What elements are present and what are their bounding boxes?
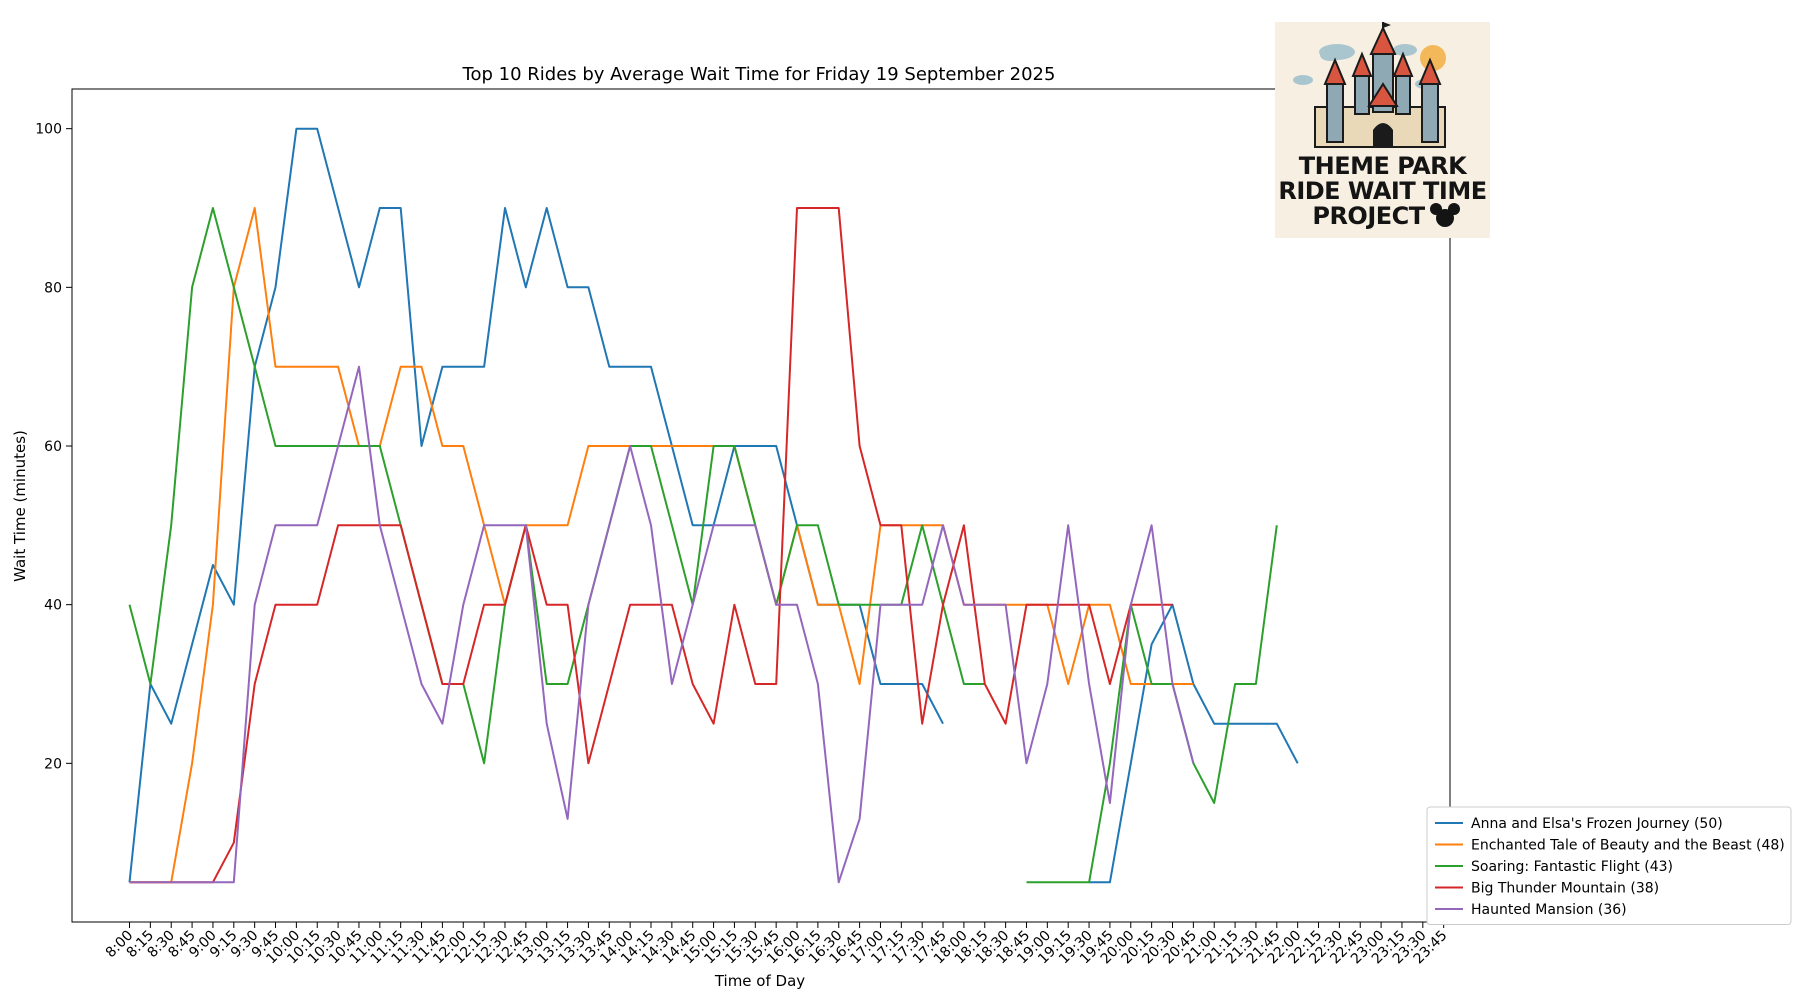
theme-park-logo: THEME PARK RIDE WAIT TIME PROJECT — [1275, 22, 1490, 238]
y-tick-label: 80 — [44, 280, 62, 296]
y-axis-label: Wait Time (minutes) — [11, 430, 29, 582]
plot-area: 204060801008:008:158:308:459:009:159:309… — [35, 122, 1450, 968]
y-tick-label: 100 — [35, 122, 62, 138]
logo-line-2: RIDE WAIT TIME — [1278, 177, 1487, 205]
legend-label: Big Thunder Mountain (38) — [1471, 881, 1659, 897]
plot-frame — [71, 88, 1451, 923]
legend: Anna and Elsa's Frozen Journey (50) Encha… — [1426, 806, 1792, 925]
logo-line-3: PROJECT — [1312, 202, 1425, 230]
legend-box — [1426, 806, 1792, 925]
series-line-1 — [128, 127, 1299, 884]
series-line-5 — [129, 365, 1195, 884]
logo-line-1: THEME PARK — [1298, 152, 1467, 180]
series-line-3 — [128, 207, 1278, 884]
series-line-4 — [129, 207, 1173, 884]
series-line-2 — [129, 207, 1194, 884]
castle-icon — [1293, 22, 1446, 148]
legend-label: Haunted Mansion (36) — [1471, 902, 1627, 918]
legend-label: Soaring: Fantastic Flight (43) — [1471, 859, 1673, 875]
legend-label: Anna and Elsa's Frozen Journey (50) — [1471, 816, 1723, 832]
mouse-ears-icon — [1430, 203, 1460, 227]
x-axis-label: Time of Day — [714, 972, 805, 990]
y-tick-label: 40 — [44, 598, 62, 614]
y-tick-label: 60 — [44, 439, 62, 455]
chart-title: Top 10 Rides by Average Wait Time for Fr… — [462, 64, 1056, 85]
legend-label: Enchanted Tale of Beauty and the Beast (… — [1471, 838, 1785, 854]
y-tick-label: 20 — [44, 756, 62, 772]
